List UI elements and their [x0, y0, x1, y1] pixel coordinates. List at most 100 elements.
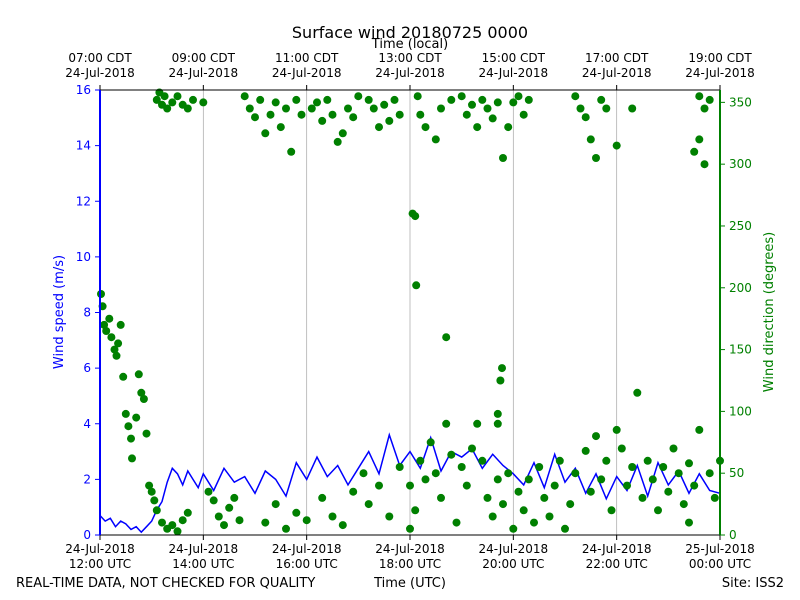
direction-point	[654, 506, 662, 515]
direction-point	[545, 512, 554, 521]
direction-point	[468, 100, 476, 109]
x-tick-time: 22:00 UTC	[586, 557, 648, 571]
direction-point	[483, 493, 492, 502]
direction-point	[498, 364, 506, 373]
direction-point	[307, 104, 316, 113]
top-tick-date: 24-Jul-2018	[582, 66, 652, 80]
direction-point	[690, 147, 699, 156]
direction-point	[524, 475, 533, 484]
y2-tick-label: 50	[729, 466, 744, 480]
direction-point	[514, 92, 523, 101]
direction-point	[535, 463, 544, 471]
direction-point	[364, 500, 373, 509]
direction-point	[493, 98, 502, 107]
direction-point	[119, 372, 128, 381]
direction-point	[462, 481, 471, 490]
direction-point	[152, 506, 161, 515]
y2-tick-label: 0	[729, 528, 737, 542]
top-tick-date: 24-Jul-2018	[375, 66, 445, 80]
direction-point	[338, 521, 347, 530]
top-tick-time: 11:00 CDT	[275, 51, 339, 65]
top-axis-label: Time (local)	[371, 37, 448, 52]
direction-point	[292, 508, 301, 517]
direction-point	[127, 434, 135, 443]
direction-point	[493, 419, 502, 428]
direction-point	[354, 92, 363, 101]
direction-point	[105, 314, 114, 323]
direction-point	[240, 92, 249, 101]
direction-point	[597, 95, 606, 104]
direction-point	[421, 123, 430, 132]
direction-point	[530, 518, 538, 527]
site-label: Site: ISS2	[722, 576, 784, 591]
direction-point	[152, 95, 161, 104]
direction-point	[431, 469, 440, 478]
top-tick-date: 24-Jul-2018	[479, 66, 549, 80]
x-tick-date: 24-Jul-2018	[479, 542, 549, 556]
direction-point	[406, 481, 414, 490]
direction-point	[468, 444, 476, 453]
direction-point	[189, 95, 197, 104]
y-tick-label: 10	[76, 250, 91, 264]
direction-point	[659, 463, 668, 471]
direction-point	[581, 446, 590, 455]
top-tick-time: 07:00 CDT	[68, 51, 132, 65]
direction-point	[137, 388, 146, 397]
x-tick-time: 14:00 UTC	[172, 557, 234, 571]
direction-point	[447, 450, 456, 459]
direction-point	[431, 135, 440, 144]
direction-point	[478, 456, 487, 465]
direction-point	[597, 475, 606, 484]
direction-point	[555, 456, 564, 465]
y2-tick-label: 200	[729, 281, 752, 295]
x-axis-label: Time (UTC)	[373, 576, 446, 591]
direction-point	[685, 459, 693, 468]
direction-point	[323, 95, 332, 104]
direction-point	[493, 475, 502, 484]
direction-point	[690, 481, 699, 490]
direction-point	[437, 104, 445, 113]
direction-point	[282, 524, 290, 533]
direction-point	[328, 110, 337, 119]
y2-tick-label: 300	[729, 157, 752, 171]
direction-point	[607, 506, 616, 515]
direction-point	[648, 475, 657, 484]
x-tick-date: 24-Jul-2018	[582, 542, 652, 556]
direction-point	[142, 429, 151, 438]
direction-point	[669, 444, 678, 453]
direction-point	[318, 116, 327, 125]
direction-point	[452, 518, 461, 527]
direction-point	[457, 463, 466, 471]
direction-point	[145, 481, 154, 490]
direction-point	[297, 110, 306, 119]
direction-point	[612, 425, 621, 434]
direction-point	[261, 129, 270, 138]
direction-point	[638, 493, 647, 502]
y-tick-label: 0	[83, 528, 91, 542]
y-tick-label: 4	[83, 417, 91, 431]
y-tick-label: 14	[76, 139, 91, 153]
direction-point	[147, 487, 156, 496]
direction-point	[462, 110, 471, 119]
direction-point	[710, 493, 719, 502]
top-tick-date: 24-Jul-2018	[65, 66, 135, 80]
direction-point	[695, 92, 704, 101]
direction-point	[643, 456, 652, 465]
direction-point	[385, 116, 394, 125]
direction-point	[664, 487, 673, 496]
direction-point	[411, 506, 420, 515]
x-tick-date: 24-Jul-2018	[169, 542, 239, 556]
direction-point	[705, 95, 714, 104]
direction-point	[442, 419, 451, 428]
direction-point	[302, 516, 311, 525]
direction-point	[318, 493, 327, 502]
direction-point	[473, 123, 482, 132]
top-tick-time: 15:00 CDT	[482, 51, 546, 65]
direction-point	[313, 98, 321, 107]
direction-point	[114, 339, 123, 348]
top-tick-time: 09:00 CDT	[172, 51, 236, 65]
direction-point	[628, 104, 637, 113]
direction-point	[359, 469, 368, 478]
direction-point	[178, 516, 187, 525]
